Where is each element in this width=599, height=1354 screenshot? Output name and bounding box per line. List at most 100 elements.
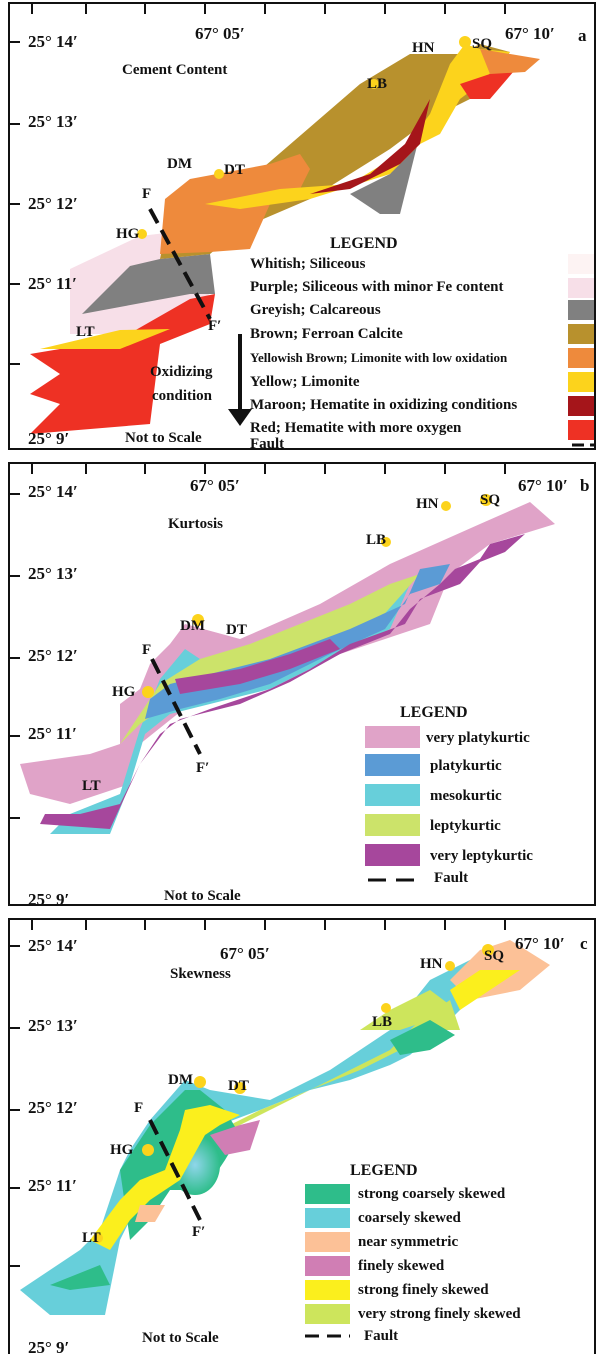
fault-label-f: F (142, 642, 152, 658)
oxidizing-label: Oxidizing (150, 364, 213, 380)
legend-item-label: very platykurtic (426, 730, 530, 746)
legend-swatch-4 (305, 1280, 350, 1300)
site-label-hn: HN (412, 40, 435, 56)
lat-label-13: 25° 13′ (28, 564, 78, 583)
legend-item-label: strong coarsely skewed (358, 1186, 506, 1202)
legend-item-label: Yellow; Limonite (250, 374, 360, 390)
fault-line (150, 658, 202, 755)
map-cement-content-graphic (10, 4, 594, 447)
legend-item-label: finely skewed (358, 1258, 445, 1274)
map-title: Cement Content (122, 62, 228, 78)
lat-label-14: 25° 14′ (28, 482, 78, 501)
legend-item-label: Greyish; Calcareous (250, 302, 381, 318)
legend-swatch-1 (568, 278, 594, 298)
unit-yellow-band (205, 44, 510, 209)
map-panel-cement-content: 25° 14′ 25° 13′ 25° 12′ 25° 11′ 25° 9′ 6… (8, 2, 596, 450)
legend-item-label: Brown; Ferroan Calcite (250, 326, 403, 342)
legend-swatch-2 (365, 784, 420, 806)
legend-title: LEGEND (330, 235, 398, 252)
legend-item-label: platykurtic (430, 758, 502, 774)
site-dot-dm (194, 1076, 206, 1088)
legend-title: LEGEND (350, 1162, 418, 1179)
legend-swatches (305, 1184, 350, 1324)
panel-letter: c (580, 934, 588, 953)
site-dot-dt (234, 1082, 246, 1094)
site-dot-hg (142, 686, 154, 698)
legend-swatches (365, 726, 420, 866)
unit-strong-finely-ne (450, 970, 520, 1010)
legend-swatch-3 (365, 814, 420, 836)
legend-swatch-2 (305, 1232, 350, 1252)
legend-swatch-4 (365, 844, 420, 866)
lat-label-9: 25° 9′ (28, 890, 70, 906)
site-label-sq: SQ (480, 492, 501, 508)
lat-label-11: 25° 11′ (28, 1176, 77, 1195)
site-label-hg: HG (116, 226, 140, 242)
unit-orange-ne (480, 49, 540, 74)
site-label-dm: DM (180, 618, 205, 634)
site-dot-hg (137, 229, 147, 239)
unit-red-south (30, 294, 215, 434)
unit-finely-skewed (210, 1120, 260, 1155)
legend-item-label: very strong finely skewed (358, 1306, 521, 1322)
map-title: Kurtosis (168, 516, 224, 532)
fault-label-f-prime: F′ (192, 1224, 206, 1240)
site-dot-sq (480, 494, 492, 506)
lat-label-11: 25° 11′ (28, 274, 77, 293)
map-skewness-graphic (10, 920, 550, 1338)
site-label-lt: LT (82, 1230, 101, 1246)
site-label-hn: HN (420, 956, 443, 972)
site-label-sq: SQ (484, 948, 505, 964)
legend-swatch-6 (568, 396, 594, 416)
legend-swatch-5 (568, 372, 594, 392)
unit-very-leptykurtic-band (175, 639, 340, 694)
site-dot-hn (445, 961, 455, 971)
unit-very-leptykurtic (40, 534, 525, 829)
map-panel-kurtosis: 25° 14′ 25° 13′ 25° 12′ 25° 11′ 25° 9′ 6… (8, 462, 596, 906)
legend-swatch-7 (568, 420, 594, 440)
lon-label-10: 67° 10′ (518, 476, 568, 495)
legend-item-label: Red; Hematite with more oxygen (250, 420, 462, 436)
unit-maroon (310, 99, 430, 194)
panel-letter: a (578, 26, 587, 45)
site-label-hg: HG (110, 1142, 134, 1158)
map-panel-skewness: 25° 14′ 25° 13′ 25° 12′ 25° 11′ 25° 9′ 6… (8, 918, 596, 1354)
unit-greyish (82, 254, 215, 314)
fault-label-f-prime: F′ (196, 760, 210, 776)
unit-coarsely-skewed (20, 958, 510, 1315)
site-dot-hg (142, 1144, 154, 1156)
lon-label-10: 67° 10′ (515, 934, 565, 953)
panel-letter: b (580, 476, 590, 495)
lat-label-14: 25° 14′ (28, 936, 78, 955)
unit-strong-coarsely-ne (390, 1020, 455, 1055)
site-dot-hn (441, 501, 451, 511)
lat-label-11: 25° 11′ (28, 724, 77, 743)
legend-swatch-0 (305, 1184, 350, 1204)
legend-swatch-5 (305, 1304, 350, 1324)
site-label-dt: DT (228, 1078, 249, 1094)
lat-label-12: 25° 12′ (28, 1098, 78, 1117)
fault-line (148, 1119, 202, 1221)
legend-title: LEGEND (400, 704, 468, 721)
legend-fault-label: Fault (250, 436, 285, 450)
legend-swatch-1 (305, 1208, 350, 1228)
map-kurtosis-graphic (10, 464, 555, 882)
fault-label-f-prime: F′ (208, 318, 222, 334)
map-title: Skewness (170, 966, 231, 982)
legend-swatch-2 (568, 300, 594, 320)
not-to-scale: Not to Scale (142, 1330, 219, 1346)
legend-item-label: Whitish; Siliceous (250, 256, 366, 272)
lat-label-12: 25° 12′ (28, 194, 78, 213)
legend-swatch-3 (568, 324, 594, 344)
site-dot-sq (459, 36, 471, 48)
site-label-lt: LT (76, 324, 95, 340)
unit-strong-finely (90, 1105, 240, 1250)
legend-swatch-1 (365, 754, 420, 776)
unit-strong-coarsely-sw (50, 1265, 110, 1290)
legend-item-label: strong finely skewed (358, 1282, 489, 1298)
unit-yellow-lt (40, 329, 170, 349)
unit-very-strong-finely-2 (360, 990, 450, 1030)
site-dot-lb (381, 537, 391, 547)
not-to-scale: Not to Scale (164, 888, 241, 904)
lon-label-05: 67° 05′ (195, 24, 245, 43)
